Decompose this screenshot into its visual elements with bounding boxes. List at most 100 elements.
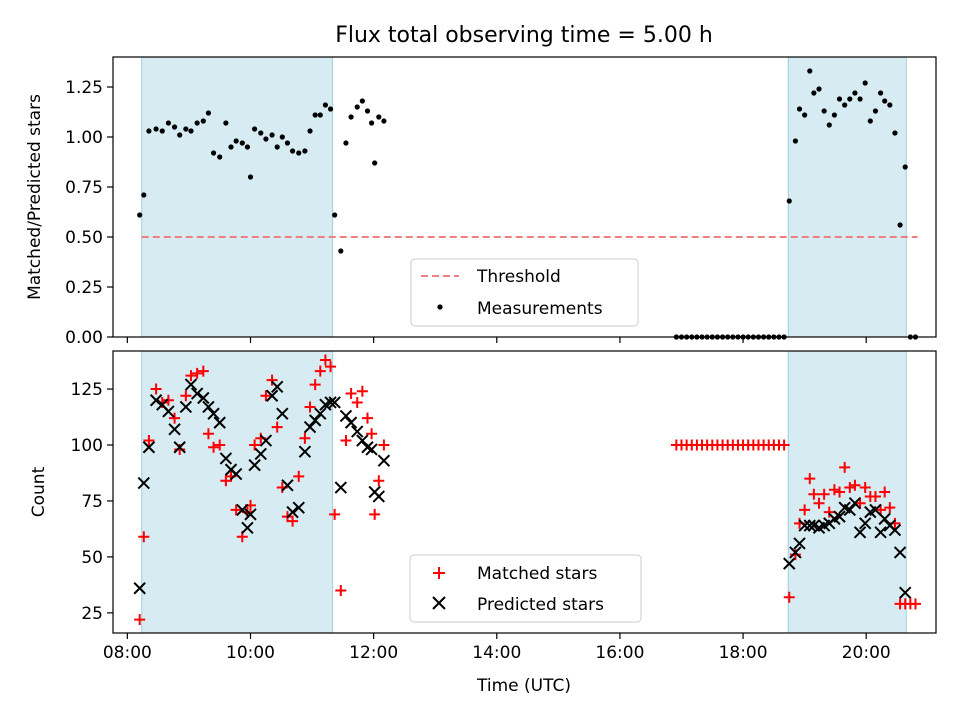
y-tick-label: 0.75 — [65, 178, 103, 198]
measurement-point — [252, 126, 258, 132]
measurement-point — [274, 144, 280, 150]
matched-star-point — [799, 504, 811, 516]
matched-star-point — [143, 435, 155, 447]
measurement-point — [786, 198, 792, 204]
predicted-star-point — [803, 519, 816, 532]
x-tick-label: 10:00 — [226, 643, 275, 663]
predicted-star-point — [798, 519, 811, 532]
predicted-star-point — [848, 496, 862, 510]
predicted-star-point — [190, 387, 204, 400]
x-axis-label: Time (UTC) — [476, 676, 571, 696]
count-panel: 25 50 75 100 125 08:00 10:00 12:00 14:00 16:00 18:… — [29, 350, 937, 696]
measurement-point — [205, 110, 212, 116]
ratio-plot-frame — [112, 56, 937, 338]
measurement-point — [892, 130, 898, 136]
measurement-point — [847, 96, 853, 102]
legend-predicted-label: Predicted stars — [477, 595, 604, 615]
predicted-star-point — [149, 394, 163, 407]
y-tick-label: 100 — [71, 436, 103, 456]
measurement-point — [826, 122, 832, 128]
predicted-star-point — [179, 400, 193, 414]
measurement-point — [816, 86, 822, 92]
predicted-star-point — [874, 526, 887, 539]
matched-star-point — [180, 390, 192, 402]
measurement-point — [159, 128, 165, 134]
matched-star-point — [345, 388, 357, 400]
y-tick-label: 75 — [81, 492, 103, 512]
matched-star-point — [191, 367, 203, 379]
matched-star-point — [378, 439, 390, 451]
predicted-star-point — [219, 452, 233, 465]
count-y-axis-label: Count — [29, 466, 49, 517]
measurement-point — [862, 80, 868, 86]
matched-star-point — [169, 412, 181, 424]
y-tick-label: 0.00 — [65, 328, 103, 348]
matched-star-point — [804, 473, 816, 485]
measurement-point — [821, 108, 827, 114]
matched-star-point — [859, 482, 871, 494]
predicted-star-point — [308, 414, 322, 427]
predicted-star-point — [365, 443, 378, 456]
legend-measurements-label: Measurements — [477, 299, 603, 319]
observing-window-shading — [141, 350, 907, 634]
ratio-legend: Threshold Measurements — [410, 258, 639, 327]
predicted-star-point — [259, 434, 273, 447]
measurement-point — [284, 140, 291, 146]
measurement-point — [887, 102, 893, 108]
x-tick-label: 20:00 — [842, 643, 891, 663]
matched-star-point — [884, 502, 896, 514]
matched-star-point — [287, 515, 299, 527]
measurement-point — [258, 130, 264, 136]
measurement-point — [376, 114, 382, 120]
shaded-interval — [787, 56, 907, 338]
measurement-point — [897, 222, 903, 228]
predicted-star-point — [207, 407, 220, 420]
matched-star-point — [208, 441, 220, 453]
predicted-star-point — [339, 409, 353, 423]
measurement-point — [359, 98, 365, 104]
predicted-star-point — [843, 503, 857, 517]
measurement-point — [877, 90, 884, 96]
ratio-y-axis-label: Matched/Predicted stars — [25, 94, 45, 300]
predicted-star-point — [314, 407, 327, 420]
measurement-point — [183, 126, 189, 132]
ratio-axis-ticks: 0.00 0.25 0.50 0.75 1.00 1.25 — [65, 78, 867, 348]
predicted-star-point — [292, 501, 305, 514]
matched-star-point — [214, 439, 226, 451]
matched-star-point — [373, 475, 385, 487]
measurement-point — [867, 118, 873, 124]
matched-star-point — [823, 506, 835, 518]
matched-star-point — [839, 461, 851, 473]
matched-star-point — [162, 394, 174, 406]
matched-star-point — [299, 432, 311, 444]
predicted-star-point — [858, 517, 872, 530]
measurement-point — [244, 144, 251, 150]
matched-star-point — [293, 470, 305, 482]
measurement-point — [842, 102, 848, 108]
measurement-point — [836, 96, 843, 102]
matched-star-point — [249, 439, 261, 451]
predicted-star-point — [248, 458, 261, 472]
predicted-star-point — [236, 503, 249, 517]
predicted-star-point — [213, 416, 226, 429]
measurement-point — [146, 128, 152, 134]
matched-star-point — [783, 591, 795, 603]
predicted-star-point — [229, 467, 243, 481]
y-tick-label: 50 — [81, 548, 103, 568]
matched-star-point — [849, 479, 861, 491]
x-tick-label: 08:00 — [103, 643, 152, 663]
predicted-star-point — [133, 582, 146, 595]
measurement-point — [239, 140, 245, 146]
legend-measurements-swatch — [437, 304, 443, 310]
matched-star-point — [789, 549, 801, 561]
matched-star-point — [174, 443, 186, 455]
measurement-point — [263, 136, 269, 142]
measurement-point — [354, 104, 360, 110]
measurement-point — [233, 138, 239, 144]
predicted-star-point — [276, 407, 289, 420]
measurement-point — [307, 128, 313, 134]
measurement-point — [177, 132, 183, 138]
measurement-point — [364, 108, 371, 114]
measurement-point — [322, 102, 329, 108]
